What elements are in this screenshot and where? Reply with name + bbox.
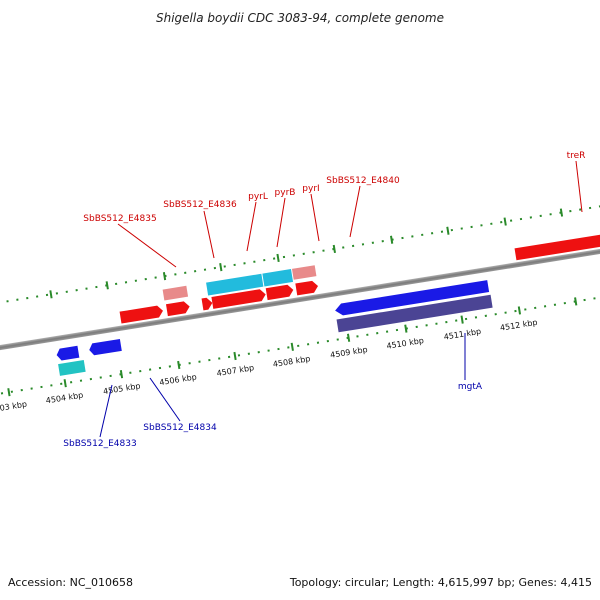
tick-labels: 4503 kbp 4504 kbp 4505 kbp 4506 kbp 4507… <box>0 318 538 415</box>
gene-label[interactable]: mgtA <box>458 382 483 392</box>
gene-label[interactable]: pyrB <box>275 188 296 198</box>
genome-backbone <box>0 233 600 366</box>
tick-label: 4503 kbp <box>0 400 28 415</box>
gene-label[interactable]: pyrL <box>248 192 268 202</box>
lower-major-ticks <box>7 297 578 397</box>
gene-pyrI[interactable] <box>265 284 295 301</box>
gene-sbbs-4835[interactable] <box>119 305 164 324</box>
gene-label[interactable]: SbBS512_E4833 <box>63 439 136 449</box>
gene-red-4841[interactable] <box>295 280 319 296</box>
gene-sbbs-4833-teal[interactable] <box>58 359 86 376</box>
figure-title: Shigella boydii CDC 3083-94, complete ge… <box>156 11 444 25</box>
gene-label[interactable]: SbBS512_E4835 <box>83 214 156 224</box>
tick-label: 4505 kbp <box>102 381 141 396</box>
tick-label: 4509 kbp <box>330 345 369 360</box>
gene-label[interactable]: treR <box>567 151 586 161</box>
gene-sbbs-4834[interactable] <box>88 338 122 356</box>
gene-label[interactable]: SbBS512_E4836 <box>163 200 237 210</box>
tick-label: 4506 kbp <box>159 372 198 387</box>
gene-labels: SbBS512_E4835 SbBS512_E4836 pyrL pyrB py… <box>63 151 585 449</box>
accession-text: Accession: NC_010658 <box>8 576 133 589</box>
gene-sbbs-4833[interactable] <box>56 345 80 361</box>
lower-scale-line <box>0 280 600 409</box>
gene-mgtA[interactable] <box>334 280 490 316</box>
gene-mgtA-purple[interactable] <box>336 294 493 333</box>
gene-pyrI-cyan[interactable] <box>262 269 294 287</box>
gene-label[interactable]: pyrI <box>302 184 319 194</box>
tick-label: 4512 kbp <box>499 318 538 333</box>
tick-label: 4504 kbp <box>45 391 84 406</box>
gene-pyrB-cyan[interactable] <box>206 273 264 296</box>
tick-label: 4511 kbp <box>443 327 482 342</box>
gene-pyrL[interactable] <box>201 297 214 311</box>
upper-major-ticks <box>49 208 564 299</box>
forward-genes <box>119 233 600 324</box>
gene-label[interactable]: SbBS512_E4840 <box>326 176 400 186</box>
reverse-genes <box>56 280 493 376</box>
gene-red-small[interactable] <box>165 301 191 317</box>
label-leaders <box>99 160 583 438</box>
tick-label: 4510 kbp <box>386 336 425 351</box>
topology-text: Topology: circular; Length: 4,615,997 bp… <box>289 576 592 589</box>
gene-treR[interactable] <box>514 233 600 261</box>
gene-pyrB[interactable] <box>211 288 266 309</box>
gene-sbbs-4836[interactable] <box>162 285 189 301</box>
gene-sbbs-4840[interactable] <box>291 265 317 280</box>
upper-scale-line <box>0 191 600 320</box>
tick-label: 4508 kbp <box>272 354 311 369</box>
genome-track: 4503 kbp 4504 kbp 4505 kbp 4506 kbp 4507… <box>0 191 600 415</box>
tick-label: 4507 kbp <box>216 363 255 378</box>
gene-label[interactable]: SbBS512_E4834 <box>143 423 217 433</box>
